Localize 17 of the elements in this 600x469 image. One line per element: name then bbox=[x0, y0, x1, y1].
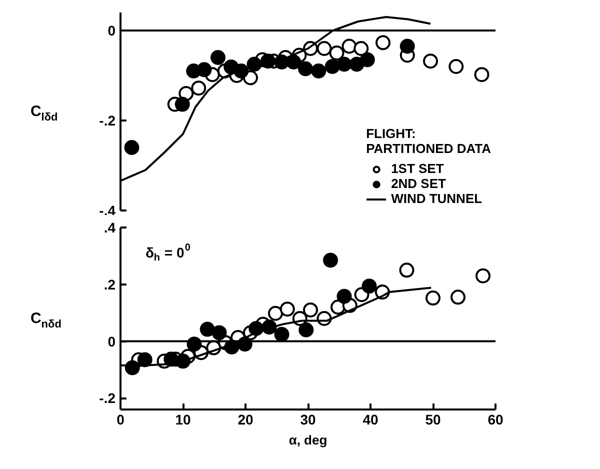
y-tick-label: -.2 bbox=[99, 390, 116, 406]
y-tick-label: 0 bbox=[108, 22, 116, 38]
x-tick-label: 60 bbox=[488, 412, 504, 428]
x-tick-label: 40 bbox=[362, 412, 378, 428]
y-tick-label: .2 bbox=[104, 276, 116, 292]
x-tick-label: 10 bbox=[175, 412, 191, 428]
legend-label: 2ND SET bbox=[391, 176, 446, 191]
legend-title: FLIGHT: PARTITIONED DATA bbox=[366, 126, 491, 156]
legend-label: WIND TUNNEL bbox=[391, 191, 482, 206]
x-tick-label: 20 bbox=[238, 412, 254, 428]
x-axis-title: α, deg bbox=[288, 432, 328, 448]
y-tick-label: -.2 bbox=[99, 112, 116, 128]
legend-label: 1ST SET bbox=[391, 161, 444, 176]
x-tick-label: 50 bbox=[425, 412, 441, 428]
y-tick-label: .4 bbox=[104, 220, 116, 236]
y-tick-label: 0 bbox=[108, 333, 116, 350]
x-tick-label: 30 bbox=[300, 412, 316, 428]
